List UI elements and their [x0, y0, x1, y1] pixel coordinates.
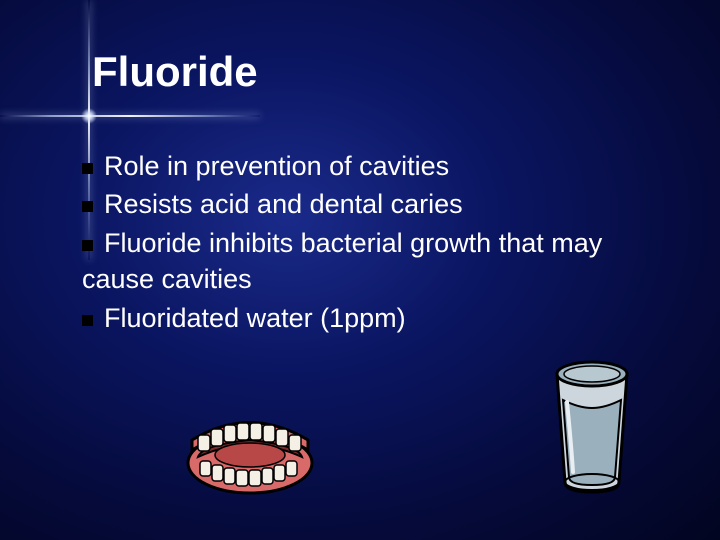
- bullet-marker-icon: [82, 315, 93, 326]
- bullet-text: Resists acid and dental caries: [104, 189, 463, 219]
- bullet-marker-icon: [82, 163, 93, 174]
- bullet-text: Fluoride inhibits bacterial growth that …: [82, 228, 602, 294]
- slide-title: Fluoride: [92, 48, 258, 96]
- bullet-item: Role in prevention of cavities: [82, 148, 670, 184]
- bullet-marker-icon: [82, 240, 93, 251]
- dentures-clipart: [180, 385, 330, 505]
- bullet-text: Role in prevention of cavities: [104, 151, 449, 181]
- lens-flare-core: [81, 108, 97, 124]
- bullet-item: Fluoridated water (1ppm): [82, 300, 670, 336]
- water-glass-clipart: [545, 352, 640, 502]
- bullet-text: Fluoridated water (1ppm): [104, 303, 406, 333]
- slide-body: Role in prevention of cavities Resists a…: [82, 148, 670, 338]
- slide: Fluoride Role in prevention of cavities …: [0, 0, 720, 540]
- lens-flare-horizontal: [0, 115, 260, 117]
- bullet-item: Resists acid and dental caries: [82, 186, 670, 222]
- bullet-item: Fluoride inhibits bacterial growth that …: [82, 225, 670, 298]
- bullet-marker-icon: [82, 201, 93, 212]
